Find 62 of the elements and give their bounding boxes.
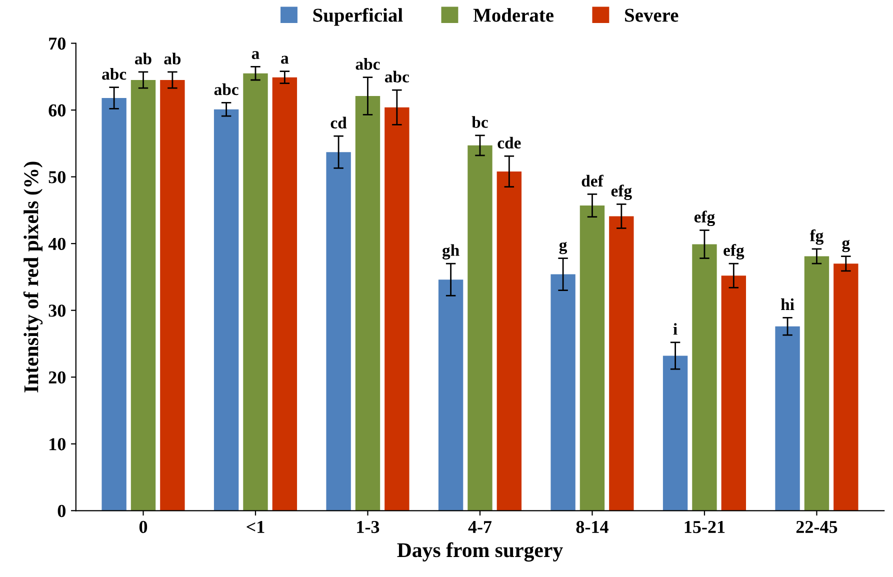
- bar: [580, 206, 605, 511]
- y-tick-label: 20: [48, 371, 66, 384]
- bar: [804, 256, 830, 511]
- bar: [609, 216, 634, 511]
- data-label: abc: [214, 83, 238, 96]
- bar: [243, 73, 268, 511]
- data-label: efg: [611, 184, 632, 200]
- data-label: cde: [498, 136, 521, 149]
- x-tick-label: 4-7: [468, 521, 492, 533]
- bar: [384, 107, 410, 511]
- data-label: g: [842, 240, 850, 252]
- data-label: def: [582, 174, 604, 187]
- bar: [721, 276, 746, 511]
- data-label: gh: [442, 244, 460, 260]
- bar: [160, 80, 185, 511]
- data-label: a: [252, 51, 260, 60]
- data-label: fg: [810, 229, 824, 245]
- x-tick-label: 0: [139, 520, 148, 534]
- bar: [326, 152, 351, 511]
- legend-label: Severe: [625, 8, 678, 22]
- bar: [775, 326, 800, 511]
- data-label: bc: [472, 116, 488, 128]
- legend-label: Superficial: [313, 8, 403, 26]
- x-tick-label: 15-21: [684, 520, 725, 534]
- bar: [496, 171, 522, 511]
- x-tick-label: 22-45: [796, 520, 838, 534]
- bar: [550, 274, 576, 511]
- x-tick-label: 1-3: [357, 520, 380, 534]
- data-label: i: [673, 323, 678, 335]
- data-label: g: [559, 242, 568, 254]
- y-tick-label: 70: [49, 38, 66, 50]
- data-label: efg: [694, 210, 715, 226]
- bar: [355, 96, 380, 511]
- bar: [834, 264, 858, 511]
- x-tick-label: <1: [246, 520, 264, 533]
- y-tick-label: 60: [48, 104, 66, 116]
- y-tick-label: 50: [48, 171, 66, 184]
- y-tick-label: 10: [50, 438, 66, 450]
- data-label: cd: [330, 116, 347, 129]
- bar: [662, 356, 688, 511]
- data-label: efg: [724, 244, 744, 260]
- y-tick-label: 0: [58, 504, 66, 518]
- data-label: abc: [384, 70, 410, 82]
- x-axis-title: Days from surgery: [397, 542, 563, 562]
- bar: [468, 145, 492, 511]
- data-label: ab: [164, 52, 181, 64]
- bar: [130, 80, 156, 511]
- data-label: a: [281, 56, 289, 64]
- y-tick-label: 40: [48, 238, 66, 250]
- legend-label: Moderate: [473, 8, 554, 22]
- bar: [438, 280, 464, 511]
- data-label: ab: [134, 52, 152, 64]
- x-tick-label: 8-14: [576, 520, 608, 534]
- y-axis-title: Intensity of red pixels (%): [23, 162, 43, 392]
- data-label: abc: [102, 68, 126, 80]
- bar: [692, 244, 717, 511]
- bar: [214, 109, 239, 511]
- y-tick-label: 30: [48, 304, 66, 317]
- data-label: hi: [781, 298, 794, 310]
- data-label: abc: [356, 58, 380, 70]
- bar: [272, 77, 298, 511]
- bar: [102, 98, 126, 511]
